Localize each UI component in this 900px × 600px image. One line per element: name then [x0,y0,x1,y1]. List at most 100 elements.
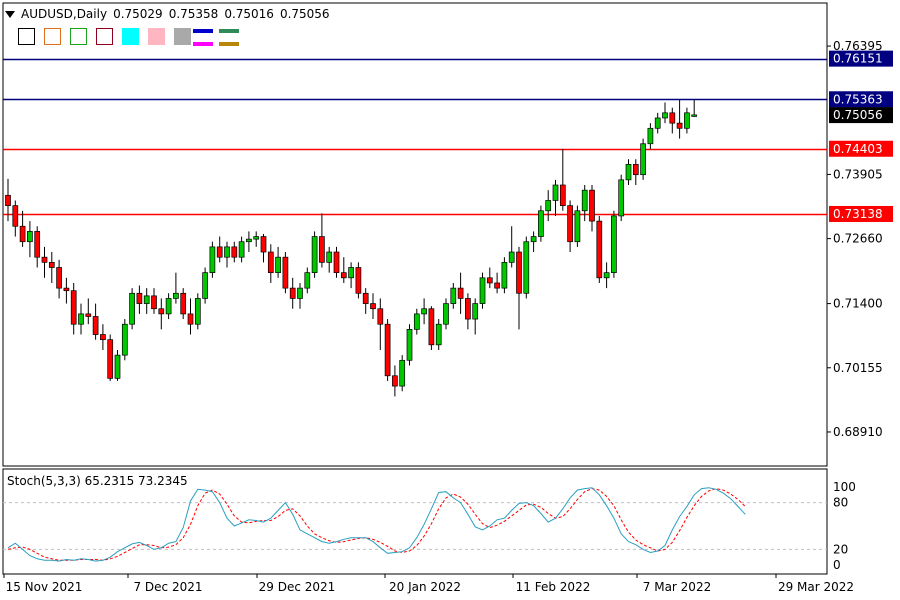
candle [70,282,77,335]
candle-body-down [180,292,187,315]
line-color-swatch[interactable] [219,29,239,33]
candle-body-up [684,112,690,129]
candle [611,210,617,278]
candle [654,112,661,134]
stochastic-label: Stoch(5,3,3) 65.2315 73.2345 [7,474,188,488]
candle-body-down [63,287,70,292]
candle [516,246,522,330]
y-tick-label: 0.68910 [833,425,883,439]
candle-body-up [253,236,260,240]
candle-body-up [326,251,333,263]
candle-body-up [406,329,413,361]
candle-body-down [107,339,114,379]
color-swatch[interactable] [18,28,35,45]
candle-body-up [552,184,559,201]
candle-body-down [377,308,384,325]
candle-body-down [56,267,62,289]
candle [362,288,369,314]
candle-body-down [100,334,106,341]
candle-body-down [151,295,157,310]
candle-body-up [443,303,449,325]
candle [326,246,333,273]
candle-body-up [574,210,581,243]
candle-body-up [472,303,479,320]
candle [304,267,311,294]
candle [340,257,347,283]
candle [530,231,537,253]
candle-body-down [370,303,376,310]
level-price-tag [829,91,893,108]
color-swatch[interactable] [96,28,113,45]
candle [41,246,48,278]
level-price-label: 0.74403 [833,142,883,156]
candle-body-down [319,236,325,263]
candle [253,231,260,247]
candle [479,272,486,309]
level-price-label: 0.75363 [833,92,883,106]
candle-body-down [231,246,238,258]
y-tick-label: 0.76395 [833,39,883,53]
color-swatch[interactable] [70,28,87,45]
candle [289,277,296,309]
candle-body-down [158,308,165,315]
line-color-swatch[interactable] [219,42,239,46]
candle-body-up [450,287,457,304]
candle-body-up [114,354,121,379]
candle [143,288,150,314]
candle-body-down [457,287,464,299]
candle [618,174,625,222]
candle [370,293,376,320]
level-price-label: 0.76151 [833,52,883,66]
axis-layer: 0.76395 0.73905 0.72660 0.71400 0.70155 0.689… [3,39,893,594]
candle-body-down [216,246,223,258]
candle [625,159,632,186]
candle [406,324,413,366]
candle-body-down [567,205,573,243]
stochastic-pane [2,468,828,575]
color-swatch[interactable] [122,28,139,45]
line-color-swatch[interactable] [193,29,213,33]
color-swatch[interactable] [44,28,61,45]
collapse-triangle-icon[interactable] [5,11,15,18]
candle [158,298,165,330]
candle [78,303,84,335]
candle-body-up [611,215,617,274]
candle [85,298,92,325]
candle [508,226,515,268]
candle [603,262,610,289]
candle [231,241,238,263]
candle-body-up [311,236,318,274]
candle [180,288,187,320]
candle-body-up [538,210,544,237]
candle [450,282,457,309]
candle [501,257,508,294]
candle [311,231,318,278]
color-swatch[interactable] [174,28,191,45]
candle-body-up [209,246,216,274]
candle-body-down [384,323,391,377]
candle [589,185,595,232]
candle [165,293,172,320]
level-price-tag [829,205,893,222]
candle [319,213,325,268]
candle [297,282,303,309]
symbol-timeframe: AUDUSD,Daily [21,7,108,21]
candle [121,319,128,361]
candle-body-down [34,231,41,258]
candle [428,306,435,350]
price-pane-border [2,2,828,467]
high-price: 0.75358 [168,7,219,21]
y-tick-label: 0.71400 [833,297,883,311]
candle [538,205,544,242]
candle [676,99,683,139]
color-swatch[interactable] [148,28,165,45]
y-tick-label: 0.72660 [833,232,883,246]
line-color-swatch[interactable] [193,42,213,46]
candle [494,272,500,294]
candle-body-down [136,292,143,304]
candle [384,319,391,381]
x-tick-label: 11 Feb 2022 [516,580,591,594]
candle-body-up [479,277,486,304]
